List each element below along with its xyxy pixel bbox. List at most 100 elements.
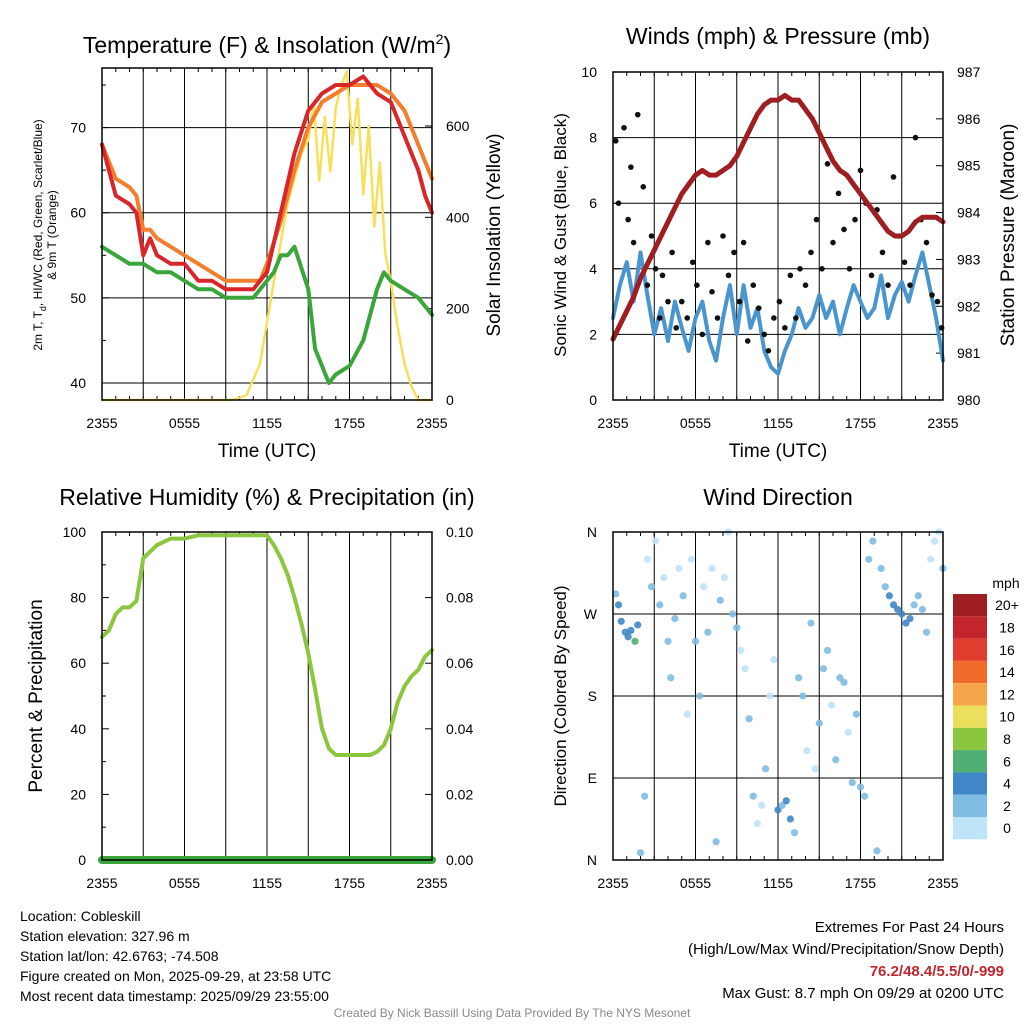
direction-point (745, 715, 753, 723)
legend-swatch (953, 750, 987, 773)
gust-point (678, 298, 685, 305)
gust-point (907, 282, 913, 289)
direction-point (856, 783, 865, 791)
gust-point (879, 249, 886, 256)
gust-point (615, 200, 622, 206)
gust-point (755, 305, 762, 311)
legend-swatch (953, 683, 987, 706)
winds-title: Winds (mph) & Pressure (mb) (626, 23, 930, 49)
gust-point (835, 190, 842, 197)
gust-point (782, 325, 788, 331)
extremes-subtitle: (High/Low/Max Wind/Precipitation/Snow De… (688, 941, 1004, 958)
winds-xtick-label: 2355 (927, 415, 958, 431)
direction-point (778, 801, 786, 809)
humidity-ytick-label: 80 (70, 590, 86, 606)
gust-point (652, 266, 659, 272)
gust-point (765, 348, 772, 354)
gust-point (787, 272, 794, 279)
gust-point (648, 233, 655, 239)
gust-point (630, 239, 637, 246)
extremes-info: Extremes For Past 24 Hours (High/Low/Max… (688, 917, 1004, 1005)
direction-point (894, 605, 902, 614)
direction-point (631, 637, 639, 645)
latlon-text: Station lat/lon: 42.6763; -74.508 (20, 948, 219, 964)
direction-point (656, 601, 664, 609)
direction-ytick-label: W (584, 606, 598, 622)
winds-ytick-label: 0 (589, 392, 597, 408)
direction-xtick-label: 1755 (845, 875, 876, 891)
legend-label: 6 (1003, 753, 1011, 769)
direction-point (679, 592, 687, 600)
direction-point (861, 792, 869, 800)
direction-point (898, 610, 906, 618)
humidity-ytick-right-label: 0.08 (446, 590, 473, 606)
direction-point (675, 564, 683, 573)
legend-swatch (953, 594, 987, 617)
direction-point (712, 838, 720, 846)
direction-point (757, 801, 766, 809)
gust-point (813, 216, 820, 223)
direction-point (627, 626, 635, 635)
winds-ytick-label: 8 (589, 130, 597, 146)
legend-label: 4 (1003, 776, 1011, 792)
temperature-ylabel-right: Solar Insolation (Yellow) (484, 133, 505, 336)
humidity-ytick-right-label: 0.04 (446, 721, 473, 737)
direction-point (729, 610, 737, 618)
gust-point (750, 282, 757, 289)
direction-point (667, 674, 675, 682)
gust-point (628, 164, 634, 170)
direction-point (647, 583, 656, 591)
humidity-ytick-right-label: 0.02 (446, 786, 473, 802)
gust-point (857, 167, 864, 174)
gust-point (621, 124, 627, 131)
winds-xtick-label: 1155 (763, 415, 793, 431)
humidity-panel: Relative Humidity (%) & Precipitation (i… (26, 484, 475, 891)
direction-point (803, 747, 811, 755)
gust-point (725, 272, 732, 279)
direction-panel: Wind Direction Direction (Colored By Spe… (551, 484, 1020, 891)
gust-point (699, 331, 706, 338)
temperature-border (101, 67, 433, 401)
temperature-xtick-label: 0555 (169, 415, 200, 431)
direction-point (889, 601, 898, 609)
direction-point (664, 637, 672, 645)
temperature-panel: Temperature (F) & Insolation (W/m2) 2m T… (31, 31, 505, 462)
direction-point (636, 849, 645, 857)
gust-point (912, 134, 919, 141)
direction-border (612, 531, 944, 861)
direction-point (918, 605, 926, 614)
gust-point (694, 282, 700, 289)
humidity-ytick-right-label: 0.00 (446, 852, 473, 868)
humidity-ylabel-left: Percent & Precipitation (26, 599, 47, 792)
winds-ytick-right-label: 987 (957, 64, 981, 80)
direction-point (910, 601, 918, 609)
direction-legend-title: mph (992, 575, 1019, 591)
legend-label: 10 (999, 709, 1015, 725)
direction-ytick-label: N (587, 524, 597, 540)
direction-point (691, 637, 700, 645)
gust-point (808, 249, 814, 256)
legend-swatch (953, 638, 987, 661)
direction-point (823, 646, 832, 655)
direction-point (652, 537, 660, 545)
gust-point (634, 111, 641, 118)
humidity-xtick-label: 1155 (252, 875, 282, 891)
gust-point (901, 259, 908, 266)
winds-ytick-right-label: 984 (957, 205, 981, 221)
gust-point (705, 239, 711, 246)
legend-swatch (953, 660, 987, 684)
winds-xtick-label: 1755 (845, 415, 876, 431)
direction-point (927, 555, 935, 563)
gust-point (709, 288, 715, 295)
gust-point (736, 298, 743, 305)
direction-point (790, 829, 799, 837)
direction-point (807, 619, 815, 627)
temperature-ytick-right-label: 400 (446, 209, 470, 225)
direction-point (832, 756, 840, 764)
gust-point (868, 272, 875, 279)
gust-point (659, 272, 666, 279)
gust-point (740, 239, 747, 246)
legend-label: 18 (999, 619, 1015, 635)
direction-ytick-label: S (588, 688, 597, 704)
